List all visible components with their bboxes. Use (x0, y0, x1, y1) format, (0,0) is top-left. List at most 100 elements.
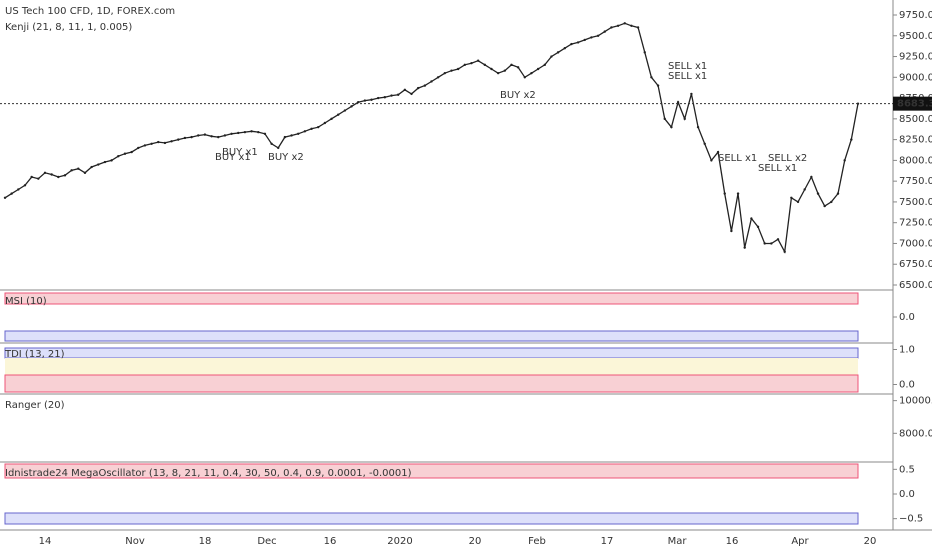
close-point (750, 217, 753, 220)
close-point (843, 159, 846, 162)
last-price-tag (893, 96, 932, 111)
close-point (436, 76, 440, 79)
close-point (383, 96, 387, 99)
close-point (416, 86, 420, 90)
close-point (350, 105, 353, 108)
close-point (250, 130, 253, 133)
close-point (490, 67, 493, 71)
close-point (443, 71, 447, 75)
panel-title: Idnistrade24 MegaOscillator (13, 8, 21, … (5, 468, 412, 479)
close-point (183, 136, 187, 140)
close-point (110, 159, 113, 162)
close-point (163, 141, 167, 145)
close-point (456, 67, 460, 71)
y-tick-label: 9500.0 (899, 31, 932, 42)
close-point (70, 169, 73, 172)
signal-annotation: SELL x1 (668, 71, 707, 82)
y-tick-label: 6500.0 (899, 280, 932, 291)
close-point (676, 101, 680, 104)
x-tick-label: 2020 (387, 536, 412, 547)
close-point (177, 138, 180, 141)
close-point (450, 69, 453, 72)
close-point (476, 59, 480, 62)
x-tick-label: 14 (39, 536, 52, 547)
close-point (556, 51, 560, 54)
close-point (516, 66, 520, 69)
signal-annotation: SELL x1 (668, 61, 707, 72)
close-point (830, 200, 833, 204)
close-point (197, 134, 200, 137)
y-tick-label: 0.0 (899, 312, 915, 323)
layer: 6500.0 6750.0 7000.0 7250.0 7500.0 7750.0 8000… (0, 10, 932, 547)
close-point (277, 146, 280, 150)
close-point (463, 63, 467, 67)
y-tick-label: 1.0 (899, 345, 915, 356)
close-point (43, 171, 47, 175)
y-tick-label: 6750.0 (899, 259, 932, 270)
osc-upper-band (4, 463, 859, 479)
close-point (90, 165, 93, 169)
close-point (756, 225, 760, 229)
close-point (223, 134, 227, 137)
close-point (57, 175, 60, 179)
close-point (3, 196, 7, 199)
y-tick-label: 10000.0 (899, 396, 932, 407)
y-tick-label: 7500.0 (899, 197, 932, 208)
close-point (97, 163, 100, 166)
close-point (150, 142, 153, 145)
panel-title: Ranger (20) (5, 400, 65, 411)
close-point (550, 55, 553, 58)
y-tick-label: 8250.0 (899, 135, 932, 146)
close-point (303, 130, 307, 133)
close-point (123, 152, 127, 155)
close-point (310, 127, 313, 131)
x-tick-label: Mar (668, 536, 688, 547)
close-point (297, 132, 300, 135)
panel-title: TDI (13, 21) (4, 349, 65, 360)
close-point (623, 22, 626, 25)
signal-annotation: BUY x2 (500, 90, 536, 101)
x-tick-label: 16 (324, 536, 337, 547)
close-point (810, 175, 813, 179)
y-tick-label: 8000.0 (899, 155, 932, 166)
x-tick-label: 20 (469, 536, 482, 547)
y-tick-label: 9250.0 (899, 52, 932, 63)
close-point (263, 132, 267, 135)
close-point (730, 229, 733, 233)
close-point (836, 192, 840, 195)
close-point (670, 125, 673, 129)
close-point (77, 167, 80, 170)
close-point (683, 117, 686, 121)
close-point (616, 24, 620, 27)
close-point (157, 140, 160, 144)
close-point (37, 177, 40, 180)
signal-annotation: SELL x2 (768, 153, 807, 164)
close-point (10, 192, 13, 195)
close-point (603, 30, 606, 33)
close-point (170, 140, 173, 143)
close-point (217, 135, 220, 139)
close-point (17, 188, 20, 191)
y-tick-label: 8500.0 (899, 114, 932, 125)
close-point (117, 155, 120, 158)
close-point (337, 113, 340, 116)
close-point (503, 69, 507, 72)
close-point (736, 192, 740, 195)
chart-title: US Tech 100 CFD, 1D, FOREX.com (5, 6, 175, 17)
close-point (816, 192, 820, 195)
close-point (696, 125, 700, 129)
signal-annotation: SELL x1 (718, 153, 757, 164)
close-point (370, 98, 373, 101)
close-point (510, 63, 513, 67)
close-point (130, 150, 133, 154)
x-tick-label: 16 (726, 536, 739, 547)
close-point (50, 173, 53, 176)
close-point (530, 71, 533, 75)
close-point (590, 36, 593, 39)
close-point (210, 135, 213, 138)
close-point (63, 174, 67, 177)
close-point (743, 246, 746, 249)
close-point (137, 146, 140, 150)
close-point (783, 250, 786, 253)
